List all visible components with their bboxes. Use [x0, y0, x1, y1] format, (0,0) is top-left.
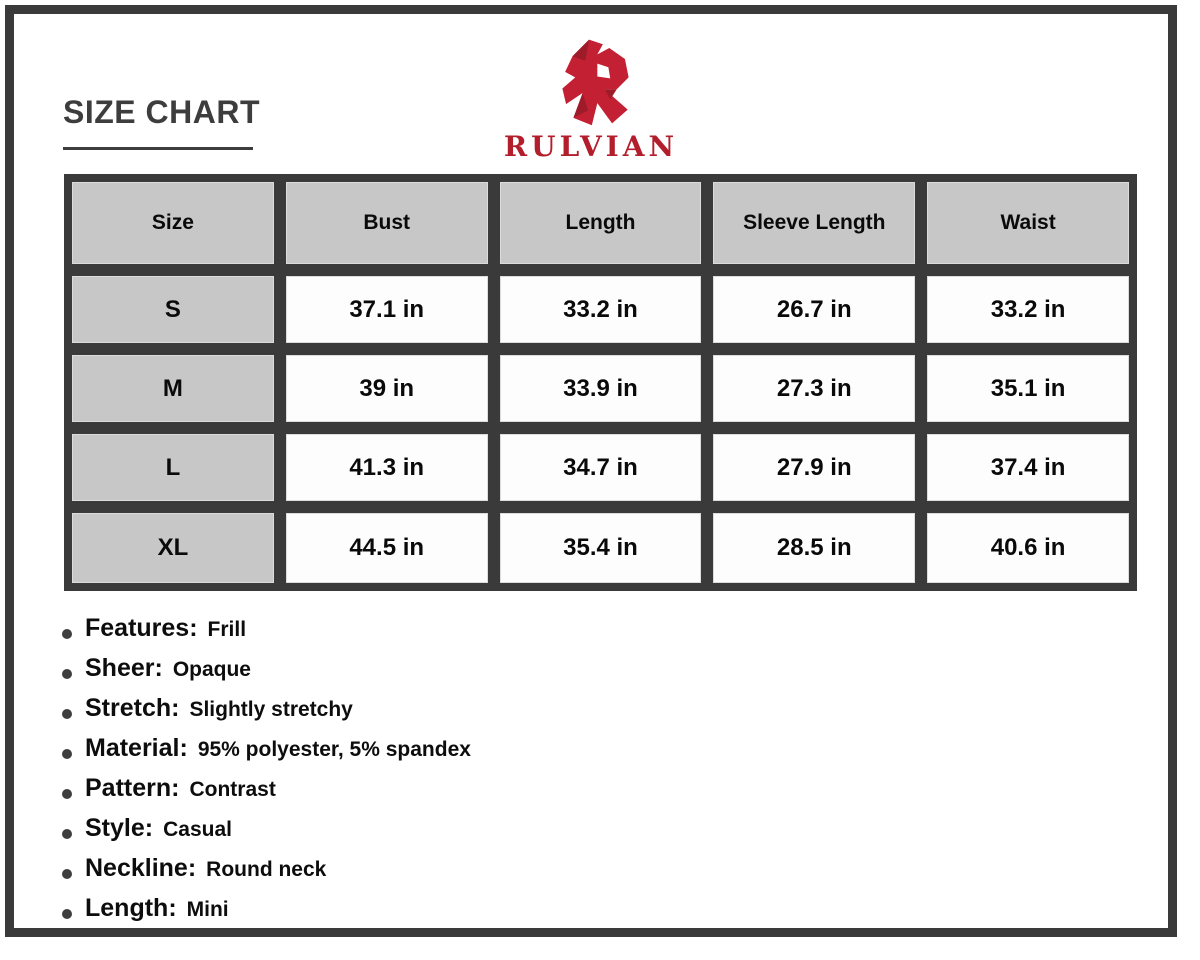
table-cell-xl-length: 35.4 in: [499, 513, 702, 583]
detail-label: Sheer:: [85, 654, 163, 682]
detail-item-sheer: Sheer: Opaque: [62, 654, 471, 694]
detail-value: 95% polyester, 5% spandex: [197, 738, 471, 761]
table-cell-l-bust: 41.3 in: [285, 434, 488, 501]
table-cell-m-length: 33.9 in: [499, 355, 702, 422]
detail-item-neckline: Neckline: Round neck: [62, 854, 471, 894]
detail-item-material: Material: 95% polyester, 5% spandex: [62, 734, 471, 774]
product-details-list: Features: Frill Sheer: Opaque Stretch: S…: [62, 614, 471, 934]
table-cell-s-length: 33.2 in: [499, 276, 702, 343]
detail-label: Pattern:: [85, 774, 180, 802]
table-cell-xl-waist: 40.6 in: [927, 513, 1129, 583]
detail-item-style: Style: Casual: [62, 814, 471, 854]
table-cell-s-sleeve: 26.7 in: [713, 276, 916, 343]
table-cell-s-bust: 37.1 in: [285, 276, 488, 343]
column-header-size: Size: [72, 182, 274, 264]
table-cell-m-sleeve: 27.3 in: [713, 355, 916, 422]
table-cell-l-waist: 37.4 in: [927, 434, 1129, 501]
detail-label: Length:: [85, 894, 177, 922]
title-underline: [63, 147, 253, 150]
detail-value: Slightly stretchy: [189, 698, 353, 721]
detail-value: Contrast: [189, 778, 276, 801]
detail-value: Frill: [207, 618, 247, 641]
column-header-sleeve-length: Sleeve Length: [713, 182, 916, 264]
row-header-m: M: [72, 355, 274, 422]
table-cell-m-waist: 35.1 in: [927, 355, 1129, 422]
detail-value: Opaque: [172, 658, 251, 681]
detail-label: Stretch:: [85, 694, 180, 722]
detail-value: Mini: [186, 898, 229, 921]
detail-label: Features:: [85, 614, 198, 642]
table-cell-xl-sleeve: 28.5 in: [713, 513, 916, 583]
column-header-waist: Waist: [927, 182, 1129, 264]
table-cell-m-bust: 39 in: [285, 355, 488, 422]
table-cell-s-waist: 33.2 in: [927, 276, 1129, 343]
detail-item-features: Features: Frill: [62, 614, 471, 654]
bullet-icon: [62, 629, 72, 639]
brand-logo-icon: [562, 39, 629, 126]
row-header-xl: XL: [72, 513, 274, 583]
row-header-s: S: [72, 276, 274, 343]
brand-logo: RULVIAN: [504, 36, 678, 163]
detail-label: Style:: [85, 814, 154, 842]
detail-item-pattern: Pattern: Contrast: [62, 774, 471, 814]
row-header-l: L: [72, 434, 274, 501]
title-block: SIZE CHART: [63, 94, 260, 150]
detail-item-stretch: Stretch: Slightly stretchy: [62, 694, 471, 734]
bullet-icon: [62, 829, 72, 839]
page-title: SIZE CHART: [63, 94, 260, 130]
detail-value: Round neck: [206, 858, 327, 881]
bullet-icon: [62, 869, 72, 879]
detail-label: Neckline:: [85, 854, 197, 882]
table-cell-l-length: 34.7 in: [499, 434, 702, 501]
detail-value: Casual: [163, 818, 232, 841]
table-cell-xl-bust: 44.5 in: [285, 513, 488, 583]
bullet-icon: [62, 669, 72, 679]
size-chart-table: Size Bust Length Sleeve Length Waist S 3…: [64, 174, 1137, 591]
column-header-length: Length: [499, 182, 702, 264]
content-frame: SIZE CHART RULVIAN Size Bust Length Slee…: [5, 5, 1177, 937]
bullet-icon: [62, 789, 72, 799]
column-header-bust: Bust: [285, 182, 488, 264]
bullet-icon: [62, 709, 72, 719]
detail-item-length: Length: Mini: [62, 894, 471, 934]
bullet-icon: [62, 749, 72, 759]
table-cell-l-sleeve: 27.9 in: [713, 434, 916, 501]
brand-name-text: RULVIAN: [503, 130, 679, 163]
detail-label: Material:: [85, 734, 188, 762]
bullet-icon: [62, 909, 72, 919]
